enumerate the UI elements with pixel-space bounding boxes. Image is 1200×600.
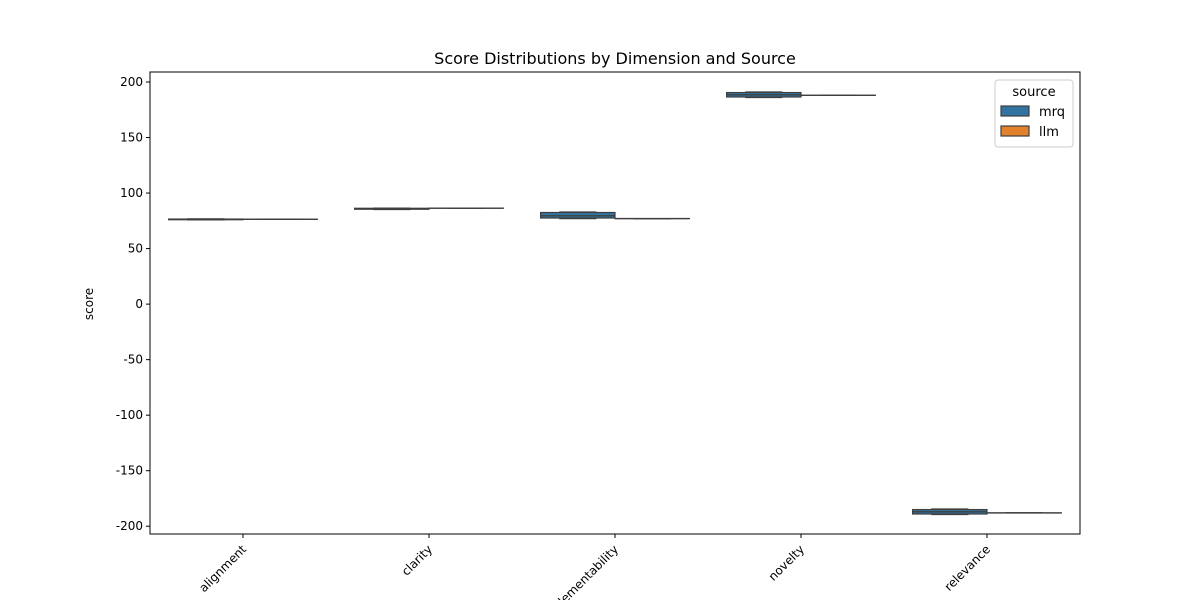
x-tick-label: relevance — [942, 542, 993, 593]
y-tick-label: -100 — [116, 408, 143, 422]
legend: source mrq llm — [994, 79, 1074, 148]
x-tick-label: implementability — [539, 542, 621, 600]
plot-area — [168, 91, 1063, 516]
legend-swatch-llm — [1000, 125, 1030, 137]
y-tick-label: 100 — [120, 186, 143, 200]
legend-swatch-mrq — [1000, 105, 1030, 117]
legend-label-llm: llm — [1039, 125, 1059, 140]
y-tick-label: 0 — [135, 297, 143, 311]
x-tick-label: novelty — [766, 542, 807, 583]
legend-title: source — [1012, 85, 1055, 100]
chart-title: Score Distributions by Dimension and Sou… — [434, 49, 796, 68]
x-axis: alignment clarity implementability novelty r… — [196, 534, 993, 600]
x-tick-label: alignment — [196, 542, 249, 595]
y-tick-label: 50 — [128, 242, 143, 256]
y-tick-label: -200 — [116, 519, 143, 533]
y-tick-label: 150 — [120, 131, 143, 145]
plot-frame — [149, 71, 1081, 535]
y-axis: 200 150 100 50 0 -50 -100 -150 -200 — [116, 75, 150, 533]
y-tick-label: -50 — [123, 353, 143, 367]
y-axis-label: score — [82, 288, 96, 320]
legend-label-mrq: mrq — [1039, 105, 1065, 120]
y-tick-label: 200 — [120, 75, 143, 89]
y-tick-label: -150 — [116, 464, 143, 478]
x-tick-label: clarity — [399, 542, 435, 578]
